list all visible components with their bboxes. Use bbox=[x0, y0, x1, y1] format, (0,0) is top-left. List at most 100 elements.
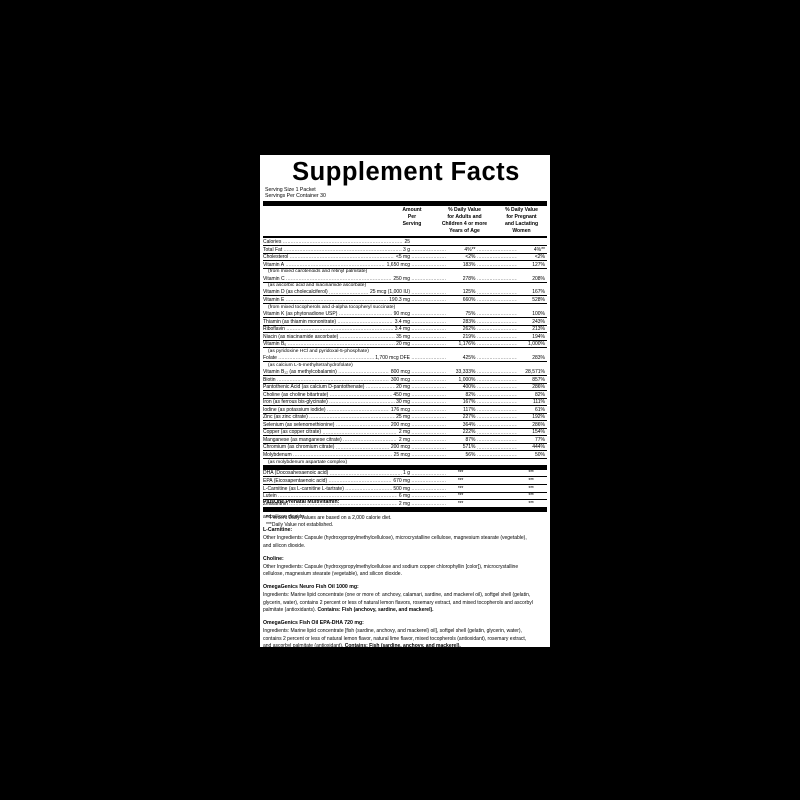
servings-per-container: Servings Per Container 30 bbox=[265, 193, 326, 200]
nutrient-row: Vitamin E...............................… bbox=[263, 296, 547, 305]
nutrient-dv-adults: 364% bbox=[462, 421, 476, 428]
nutrient-name: L-Carnitine (as L-carnitine L-tartrate) bbox=[263, 485, 344, 492]
nutrient-row: Chromium (as chromium citrate)..........… bbox=[263, 444, 547, 452]
nutrient-amount: 250 mg bbox=[393, 275, 410, 282]
nutrient-dv-pregnant: 194% bbox=[532, 333, 545, 340]
leader-dots: ........................................ bbox=[411, 445, 446, 450]
nutrient-row: Choline (as choline bitartrate).........… bbox=[263, 391, 547, 399]
leader-dots: ........................................ bbox=[411, 422, 446, 427]
leader-dots: ........................................ bbox=[411, 385, 446, 390]
leader-dots: ........................................… bbox=[477, 342, 517, 347]
leader-dots: ........................................… bbox=[285, 298, 388, 303]
nutrient-subnote-text: (from mixed tocopherols and d-alpha toco… bbox=[268, 304, 396, 310]
leader-dots: ........................................ bbox=[411, 262, 446, 267]
nutrient-dv-pregnant: 528% bbox=[532, 297, 545, 304]
nutrient-row: Niacin (as niacinamide ascorbate).......… bbox=[263, 333, 547, 341]
leader-dots: ........................................ bbox=[411, 334, 446, 339]
leader-dots: ........................................ bbox=[411, 501, 446, 506]
ingredient-heading: L-Carnitine: bbox=[263, 527, 293, 534]
nutrient-name: DHA (Docosahexaenoic acid) bbox=[263, 470, 329, 477]
leader-dots: ........................................ bbox=[411, 430, 446, 435]
allergen-statement: Contains: Fish (anchovy, sardine, and ma… bbox=[317, 607, 434, 614]
leader-dots: ........................................ bbox=[411, 247, 446, 252]
leader-dots: ........................................ bbox=[411, 255, 446, 260]
leader-dots: ........................................ bbox=[411, 471, 446, 476]
nutrient-dv-pregnant: 857% bbox=[532, 376, 545, 383]
nutrient-dv-pregnant: 286% bbox=[532, 384, 545, 391]
ingredient-block: Choline: Other Ingredients: Capsule (hydr… bbox=[263, 556, 535, 579]
allergen-statement: Contains: Fish (sardine, anchovy, and ma… bbox=[344, 643, 461, 650]
leader-dots: ........................................… bbox=[477, 312, 517, 317]
nutrient-dv-adults: 183% bbox=[462, 261, 476, 268]
nutrient-dv-adults: *** bbox=[457, 493, 464, 500]
nutrient-subnote: (from mixed carotenoids and retinyl palm… bbox=[263, 269, 547, 275]
nutrient-dv-pregnant: <2% bbox=[534, 254, 545, 261]
leader-dots: ........................................… bbox=[365, 385, 395, 390]
nutrient-row: Vitamin A...............................… bbox=[263, 261, 547, 269]
leader-dots: ........................................… bbox=[329, 392, 392, 397]
serving-info: Serving Size 1 Packet Servings Per Conta… bbox=[265, 187, 547, 202]
nutrient-dv-adults: <2% bbox=[465, 254, 476, 261]
nutrient-row: L-Carnitine (as L-carnitine L-tartrate).… bbox=[263, 485, 547, 493]
ingredient-heading: Choline: bbox=[263, 555, 284, 562]
leader-dots: ........................................… bbox=[477, 262, 517, 267]
leader-dots: ........................................ bbox=[411, 312, 446, 317]
nutrient-dv-adults: 87% bbox=[465, 436, 476, 443]
nutrient-amount: <5 mg bbox=[395, 254, 410, 261]
nutrient-dv-pregnant: 100% bbox=[532, 310, 545, 317]
nutrient-dv-adults: 660% bbox=[462, 297, 476, 304]
nutrient-name: Calories bbox=[263, 238, 282, 245]
nutrient-name: Vitamin A bbox=[263, 261, 285, 268]
divider-below-headers bbox=[263, 236, 547, 239]
nutrient-name: Pantothenic Acid (as calcium D-pantothen… bbox=[263, 384, 365, 391]
nutrient-name: Cholesterol bbox=[263, 254, 289, 261]
ingredient-body: Other Ingredients: Capsule (hydroxypropy… bbox=[263, 506, 527, 521]
leader-dots: ........................................ bbox=[411, 486, 446, 491]
nutrient-amount: 190.3 mg bbox=[389, 297, 410, 304]
column-header-dv-pregnant: % Daily Value for Pregnant and Lactating… bbox=[504, 207, 539, 234]
nutrient-dv-adults: 262% bbox=[462, 326, 476, 333]
nutrient-amount: 1,650 mcg bbox=[386, 261, 410, 268]
nutrient-dv-pregnant: *** bbox=[528, 478, 534, 485]
nutrient-row: Thiamin (as thiamin mononitrate)........… bbox=[263, 318, 547, 326]
nutrient-dv-pregnant: 111% bbox=[532, 399, 545, 406]
nutrient-name: Copper (as copper citrate) bbox=[263, 429, 322, 436]
nutrient-subnote: (from mixed tocopherols and d-alpha toco… bbox=[263, 304, 547, 310]
leader-dots: ........................................… bbox=[278, 356, 374, 361]
nutrient-amount: 3 g bbox=[403, 246, 410, 253]
divider-thick-middle bbox=[263, 465, 547, 470]
leader-dots: ........................................… bbox=[477, 400, 517, 405]
nutrient-name: Vitamin K (as phytonadione USP) bbox=[263, 310, 338, 317]
ingredient-body: Other Ingredients: Capsule (hydroxypropy… bbox=[263, 535, 527, 549]
ingredient-block: PlusOne Prenatal Multivitamin: Other Ingr… bbox=[263, 499, 535, 522]
leader-dots: ........................................… bbox=[477, 276, 517, 281]
nutrient-dv-pregnant: 1,000% bbox=[528, 341, 545, 348]
leader-dots: ........................................… bbox=[477, 255, 517, 260]
leader-dots: ........................................ bbox=[411, 370, 446, 375]
leader-dots: ........................................… bbox=[477, 430, 517, 435]
supplement-facts-panel: Supplement Facts Serving Size 1 Packet S… bbox=[260, 155, 550, 647]
leader-dots: ........................................… bbox=[477, 334, 517, 339]
nutrient-subnote-text: (as pyridoxine HCl and pyridoxal-5-phosp… bbox=[268, 348, 369, 354]
nutrient-name: Folate bbox=[263, 355, 277, 362]
nutrient-name: Choline (as choline bitartrate) bbox=[263, 391, 329, 398]
nutrient-dv-pregnant: 208% bbox=[532, 275, 545, 282]
nutrient-table-secondary: DHA (Docosahexaenoic acid)..............… bbox=[263, 470, 547, 508]
nutrient-dv-adults: *** bbox=[457, 478, 464, 485]
nutrient-name: Vitamin C bbox=[263, 275, 285, 282]
nutrient-amount: 3.4 mg bbox=[394, 326, 410, 333]
nutrient-amount: 25 mcg (1,000 IU) bbox=[369, 289, 410, 296]
nutrient-row: Manganese (as manganese citrate)........… bbox=[263, 436, 547, 444]
nutrient-name: Vitamin B₆ bbox=[263, 341, 287, 348]
nutrient-dv-adults: 227% bbox=[462, 414, 476, 421]
nutrient-row: Vitamin C...............................… bbox=[263, 275, 547, 283]
nutrient-table: Calories................................… bbox=[263, 238, 547, 465]
leader-dots: ........................................… bbox=[477, 370, 517, 375]
ingredient-block: OmegaGenics Fish Oil EPA-DHA 720 mg: Ingr… bbox=[263, 620, 535, 651]
ingredient-body: Ingredients: Marine lipid concentrate (o… bbox=[263, 592, 533, 614]
leader-dots: ........................................… bbox=[345, 486, 392, 491]
nutrient-row: Selenium (as selenomethionine)..........… bbox=[263, 421, 547, 429]
leader-dots: ........................................ bbox=[411, 319, 446, 324]
leader-dots: ........................................… bbox=[477, 319, 517, 324]
